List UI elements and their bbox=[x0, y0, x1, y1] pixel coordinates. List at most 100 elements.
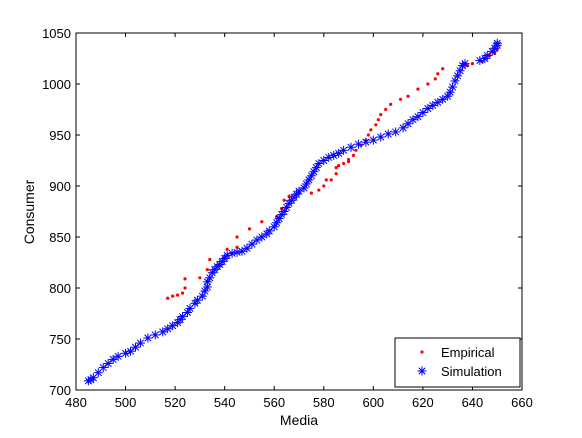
simulation-point bbox=[314, 159, 324, 169]
legend-marker-empirical bbox=[420, 350, 424, 354]
simulation-point bbox=[130, 342, 140, 352]
y-tick-label: 700 bbox=[49, 383, 71, 398]
empirical-point bbox=[334, 172, 338, 176]
legend: Empirical Simulation bbox=[394, 337, 521, 388]
y-tick-label: 800 bbox=[49, 281, 71, 296]
simulation-point bbox=[433, 97, 443, 107]
simulation-point bbox=[408, 115, 418, 125]
simulation-point bbox=[423, 103, 433, 113]
empirical-point bbox=[366, 133, 370, 137]
simulation-point bbox=[319, 156, 329, 165]
simulation-point bbox=[339, 145, 349, 155]
x-tick-label: 660 bbox=[511, 395, 533, 410]
simulation-legend-star bbox=[417, 366, 427, 376]
empirical-point bbox=[183, 286, 187, 290]
simulation-point bbox=[168, 321, 178, 331]
empirical-point bbox=[369, 128, 373, 132]
empirical-point bbox=[441, 67, 445, 71]
simulation-point bbox=[108, 354, 118, 364]
empirical-point bbox=[389, 102, 393, 106]
simulation-point bbox=[304, 175, 314, 185]
x-tick-label: 540 bbox=[214, 395, 236, 410]
empirical-point bbox=[406, 94, 410, 98]
simulation-point bbox=[237, 246, 247, 256]
empirical-point bbox=[235, 245, 239, 249]
simulation-point bbox=[428, 100, 438, 110]
simulation-point bbox=[353, 139, 363, 149]
x-tick-label: 560 bbox=[263, 395, 285, 410]
empirical-point bbox=[205, 268, 209, 272]
y-tick-label: 750 bbox=[49, 332, 71, 347]
simulation-point bbox=[403, 119, 413, 129]
simulation-point bbox=[264, 226, 274, 236]
x-tick-label: 620 bbox=[412, 395, 434, 410]
simulation-point bbox=[438, 94, 448, 104]
empirical-point bbox=[171, 294, 175, 298]
empirical-point bbox=[166, 296, 170, 300]
empirical-point bbox=[180, 291, 185, 295]
legend-label-empirical: Empirical bbox=[441, 345, 495, 360]
y-tick-label: 1050 bbox=[42, 26, 71, 41]
empirical-point bbox=[374, 123, 378, 127]
empirical-point bbox=[247, 227, 252, 231]
empirical-point bbox=[235, 235, 239, 239]
empirical-point bbox=[322, 184, 326, 188]
simulation-point bbox=[242, 243, 252, 253]
y-tick-label: 1000 bbox=[42, 77, 71, 92]
simulation-point bbox=[418, 108, 428, 118]
axis-ticks bbox=[75, 32, 523, 391]
empirical-point bbox=[346, 157, 351, 162]
simulation-point bbox=[257, 232, 267, 242]
empirical-point bbox=[433, 77, 437, 81]
x-tick-label: 580 bbox=[313, 395, 335, 410]
empirical-point bbox=[225, 247, 229, 251]
empirical-point bbox=[342, 161, 346, 166]
y-tick-labels: 700 750 800 850 900 950 1000 1050 bbox=[42, 26, 71, 398]
y-tick-label: 850 bbox=[49, 230, 71, 245]
simulation-point bbox=[178, 312, 188, 322]
simulation-point bbox=[192, 295, 202, 305]
empirical-point bbox=[183, 277, 187, 281]
empirical-point bbox=[337, 164, 341, 168]
simulation-point bbox=[368, 135, 378, 145]
empirical-point bbox=[198, 276, 202, 280]
simulation-point bbox=[158, 327, 168, 337]
empirical-point bbox=[470, 62, 475, 66]
simulation-point bbox=[294, 186, 304, 196]
empirical-point bbox=[324, 178, 328, 182]
simulation-point bbox=[391, 127, 401, 137]
x-tick-label: 640 bbox=[462, 395, 484, 410]
empirical-point bbox=[436, 72, 440, 76]
empirical-point bbox=[260, 220, 264, 224]
legend-marker-simulation bbox=[417, 366, 427, 376]
x-axis-label: Media bbox=[280, 412, 318, 428]
empirical-point bbox=[379, 113, 383, 117]
empirical-point bbox=[354, 148, 358, 152]
simulation-point bbox=[143, 333, 153, 343]
y-axis-label: Consumer bbox=[21, 179, 37, 244]
simulation-point bbox=[492, 38, 502, 48]
simulation-point bbox=[482, 50, 492, 60]
y-tick-label: 950 bbox=[49, 128, 71, 143]
simulation-point bbox=[443, 91, 453, 101]
data-points bbox=[83, 38, 502, 386]
empirical-point bbox=[309, 191, 313, 195]
x-tick-label: 520 bbox=[164, 395, 186, 410]
simulation-point bbox=[150, 330, 160, 340]
simulation-point bbox=[376, 132, 386, 142]
empirical-point bbox=[376, 118, 380, 122]
empirical-point bbox=[384, 107, 388, 112]
empirical-point bbox=[398, 97, 403, 101]
simulation-point bbox=[346, 142, 356, 152]
plot-area bbox=[75, 32, 523, 391]
simulation-point bbox=[334, 148, 344, 158]
legend-box bbox=[394, 337, 521, 388]
y-tick-label: 900 bbox=[49, 179, 71, 194]
simulation-point bbox=[361, 137, 371, 147]
simulation-point bbox=[113, 351, 123, 361]
empirical-point bbox=[416, 87, 420, 91]
simulation-point bbox=[413, 112, 423, 122]
empirical-point bbox=[317, 188, 321, 192]
simulation-point bbox=[247, 239, 257, 249]
